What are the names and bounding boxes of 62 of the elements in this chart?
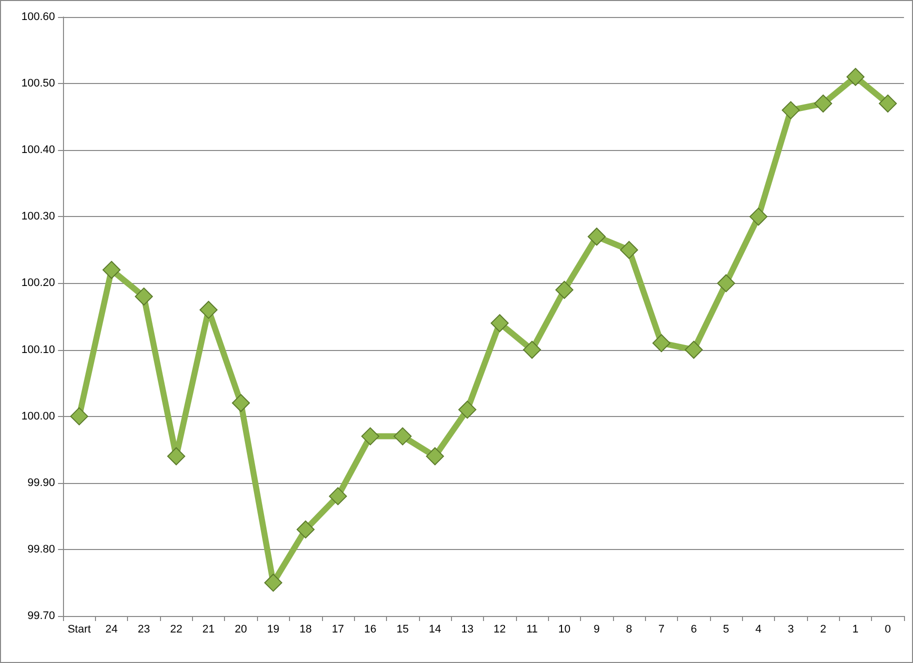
x-tick-label: 14 [428,624,442,636]
y-tick-label: 100.40 [21,144,55,156]
point [296,520,315,538]
y-tick-label: 99.70 [27,610,55,622]
point [361,427,380,446]
point [782,101,800,120]
x-tick-label: 1 [852,624,859,636]
y-tick-label: 100.00 [21,410,55,422]
x-tick-label: 21 [202,624,215,636]
point [588,228,606,246]
point [426,447,444,466]
y-tick-label: 100.20 [21,277,55,290]
point [70,407,88,426]
x-tick-label: 24 [105,624,118,636]
point [490,314,509,332]
y-tick-label: 99.90 [27,476,55,489]
point [134,288,153,306]
x-tick-label: 8 [626,624,632,636]
point [620,240,638,259]
point [102,260,121,279]
point [878,94,897,113]
x-tick-label: 19 [267,624,280,636]
x-tick-label: 22 [170,624,182,636]
x-tick-label: 13 [461,624,474,636]
point [749,208,768,226]
x-tick-label: 12 [494,624,506,636]
x-tick-label: 10 [558,624,570,636]
point [555,280,574,299]
x-tick-label: 9 [594,624,600,636]
point [684,340,703,359]
x-tick-label: 17 [332,624,344,636]
x-tick-label: 4 [755,624,762,636]
point [328,487,347,506]
y-tick-label: 99.80 [27,543,55,556]
y-tick-label: 100.60 [21,11,55,23]
point [652,334,670,352]
x-tick-label: 6 [690,624,697,636]
x-tick-label: 20 [234,624,248,636]
x-tick-label: 3 [788,624,794,636]
point [717,274,736,292]
x-tick-label: 15 [396,624,409,636]
point [523,340,542,359]
x-tick-label: 7 [658,624,664,636]
x-tick-label: 18 [299,624,312,636]
point [846,68,864,86]
point [458,400,476,419]
x-tick-label: 2 [820,624,826,636]
x-tick-label: 16 [364,624,376,636]
y-tick-label: 100.30 [21,210,55,223]
x-tick-label: 5 [723,624,730,636]
x-tick-label: Start [68,624,91,636]
point [814,94,832,113]
point [167,447,186,466]
point [394,427,412,446]
point [200,300,218,319]
y-tick-label: 100.10 [21,344,55,356]
point [232,394,250,412]
x-tick-label: 11 [526,624,538,636]
x-tick-label: 0 [884,624,891,636]
y-tick-label: 100.50 [21,78,55,90]
x-tick-label: 23 [138,624,150,636]
point [264,574,282,592]
